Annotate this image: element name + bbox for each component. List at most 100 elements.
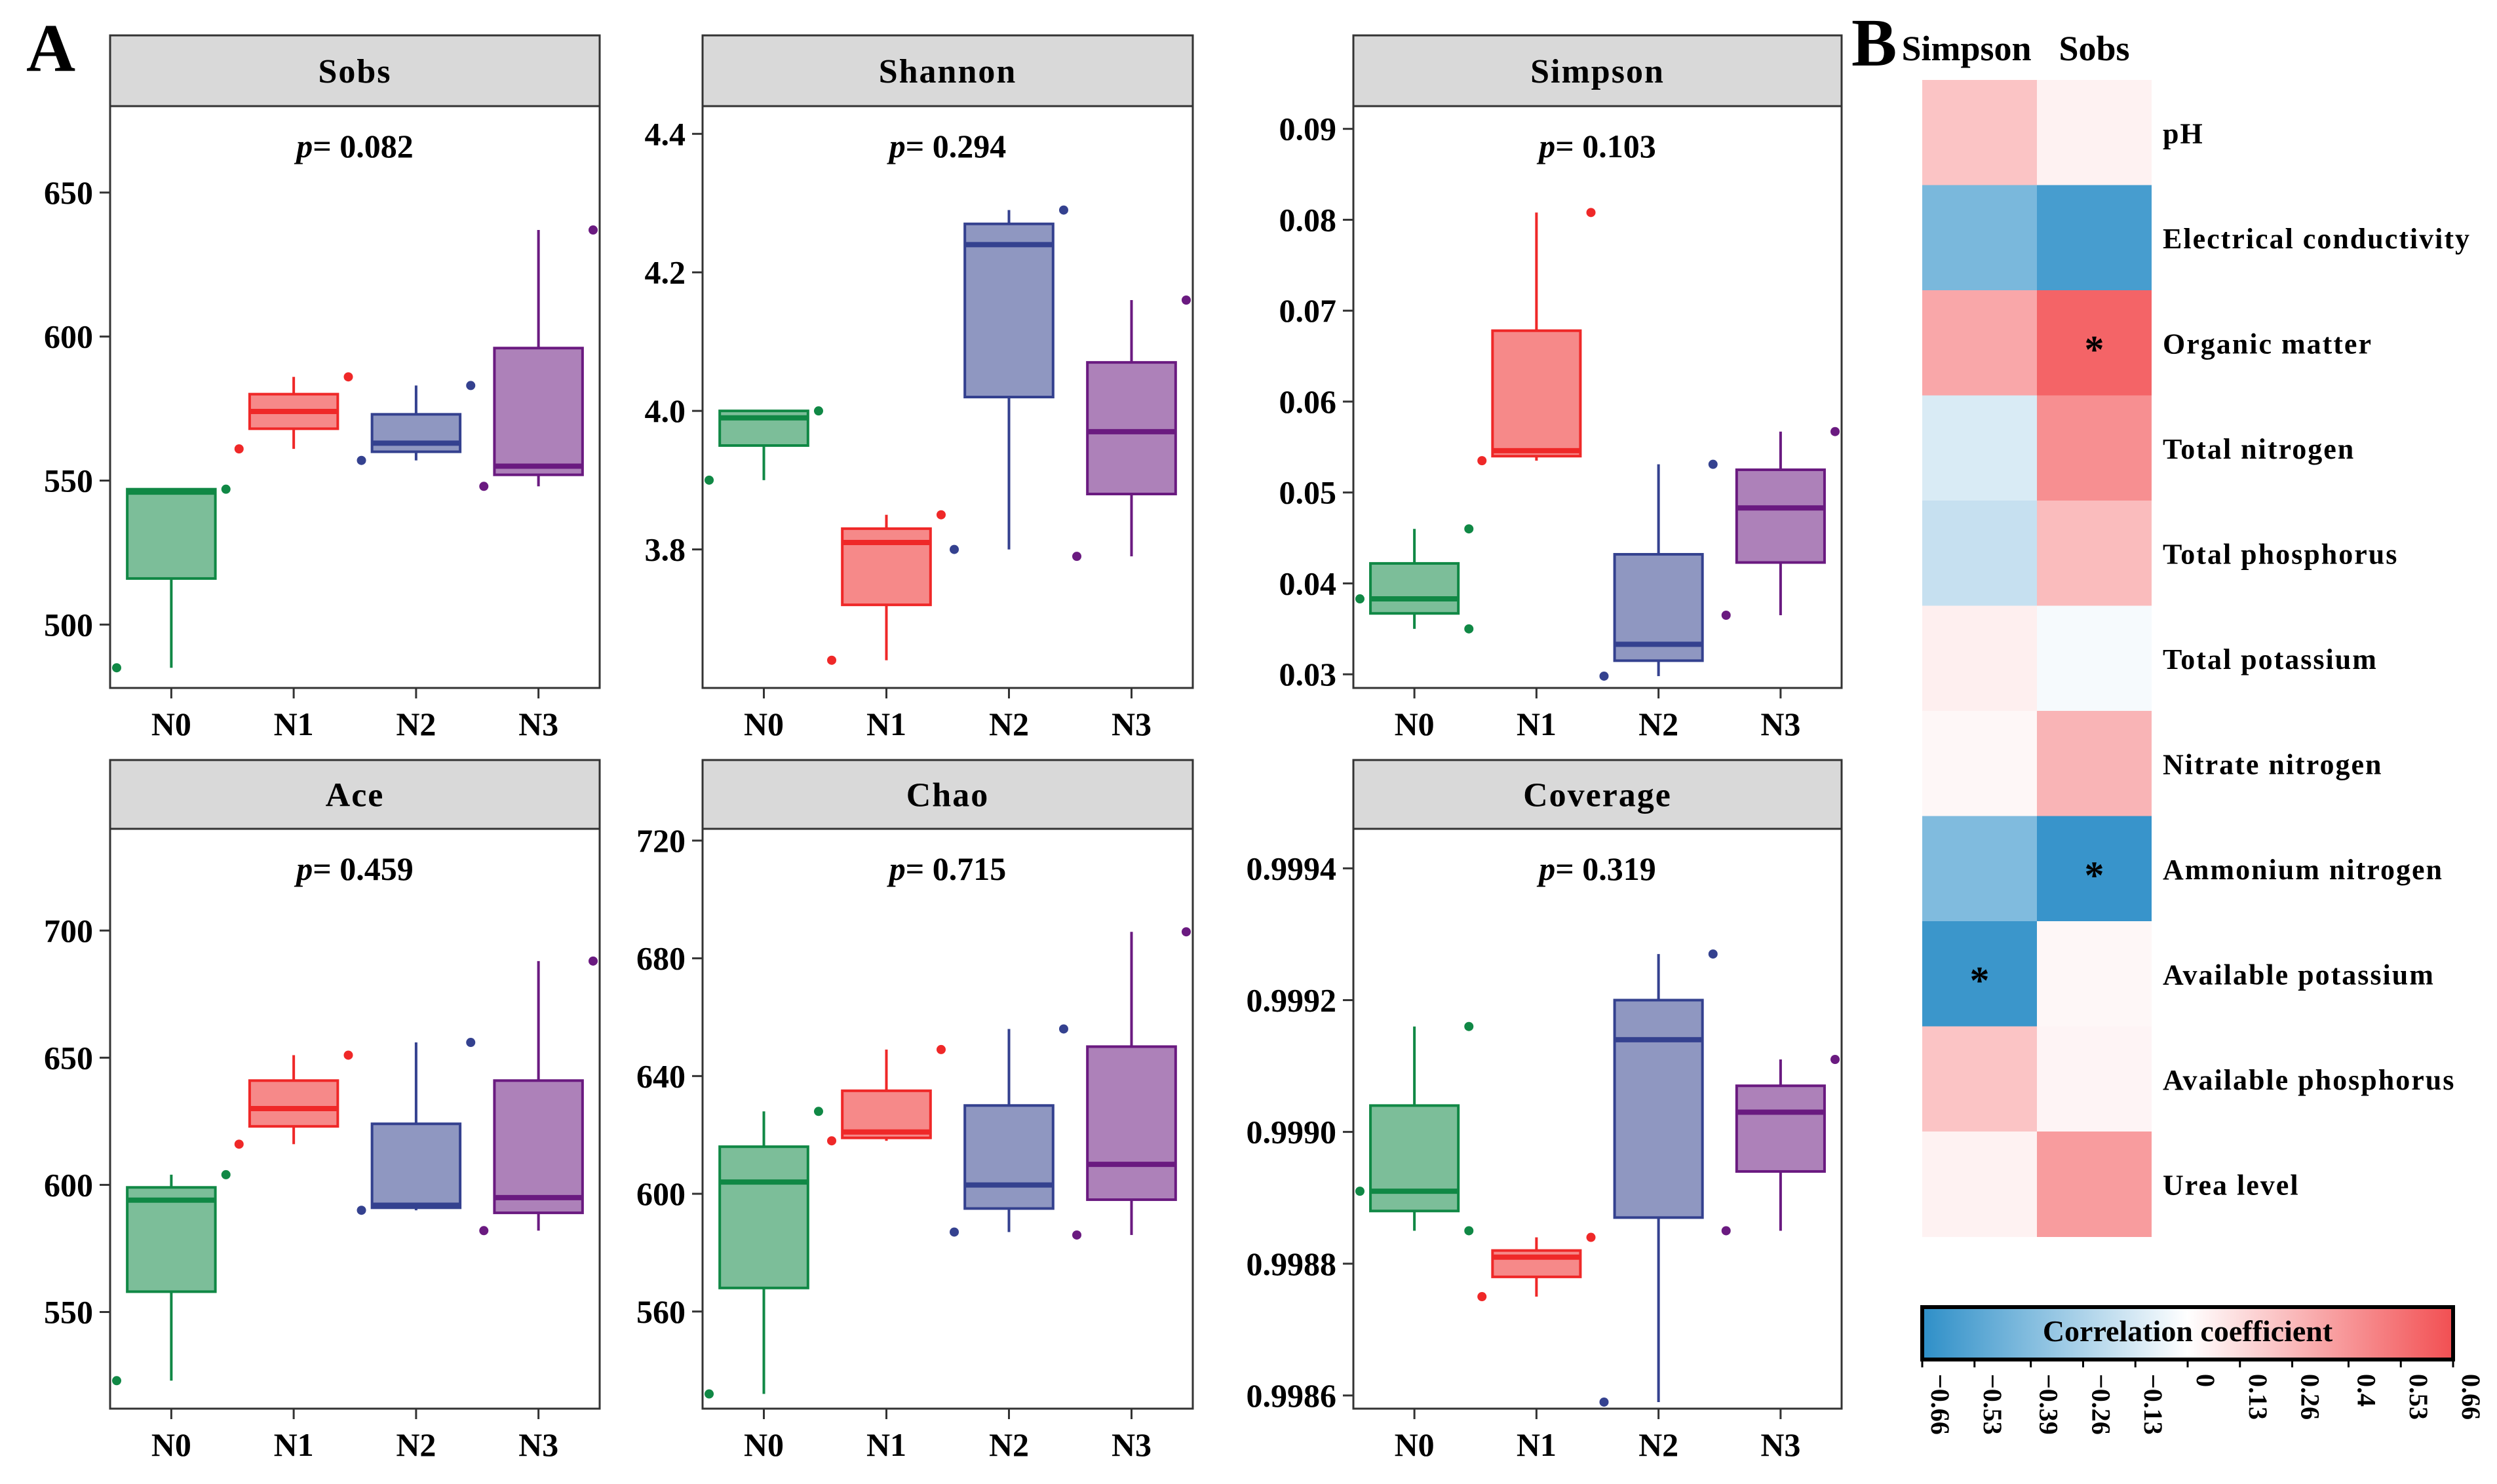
sample-point [112,663,122,673]
heatmap-row-label: Total nitrogen [2163,433,2355,465]
heatmap-cell [1922,921,2037,1027]
box-N3 [479,956,598,1236]
panel-b-label: B [1851,5,1897,81]
p-value: = 0.459 [313,850,414,887]
heatmap-column-label: Simpson [1901,29,2031,68]
sample-point [1599,1397,1609,1407]
heatmap-row-label: pH [2163,117,2204,149]
heatmap-row-label: Available phosphorus [2163,1064,2455,1096]
x-tick-label: N2 [1638,706,1678,742]
colorbar-tick-label: 0.13 [2243,1374,2273,1420]
sample-point [950,544,959,554]
y-tick-label: 0.07 [1279,292,1337,329]
box-iqr [370,413,462,453]
sample-point [1599,671,1609,681]
heatmap-cell [2037,501,2152,606]
sample-point [1708,459,1718,469]
box-N0 [112,484,231,673]
box-N0 [705,406,823,485]
panel-a-label: A [26,10,75,86]
y-tick-label: 0.09 [1279,111,1337,147]
sample-point [1464,1226,1474,1236]
box-N2 [357,1038,476,1215]
box-iqr [126,487,217,580]
p-symbol: p [1536,850,1555,887]
box-N1 [1477,1232,1596,1302]
significance-star: * [2085,854,2104,897]
sample-point [234,1139,244,1149]
heatmap-cell [2037,290,2152,396]
sample-point [1477,1292,1487,1302]
x-tick-label: N0 [151,1426,191,1463]
x-tick-label: N1 [866,706,906,742]
significance-star: * [1970,959,1990,1002]
heatmap-cell [2037,711,2152,816]
strip-header [701,34,1194,107]
box-iqr [370,1122,462,1209]
x-tick-label: N2 [989,1426,1029,1463]
heatmap-cell [1922,501,2037,606]
colorbar-tick-label: −0.13 [2139,1374,2168,1435]
p-value-label: p= 0.103 [1536,128,1656,164]
box-iqr [1735,1084,1826,1173]
boxplot-panel-shannon: Shannon p= 0.294 3.8 4.0 4.2 4.4 N0 N1 N2 N3 [645,34,1194,742]
heatmap-row-label: Total phosphorus [2163,538,2398,570]
sample-point [1355,1187,1365,1196]
y-tick-label: 650 [44,1039,93,1076]
sample-point [357,1206,366,1215]
p-value-label: p= 0.715 [887,850,1007,887]
heatmap-cell [1922,605,2037,712]
y-tick-label: 650 [44,174,93,211]
sample-point [936,510,946,520]
heatmap-row-label: Electrical conductivity [2163,223,2471,255]
strip-header [109,759,601,830]
heatmap-row-label: Available potassium [2163,959,2435,991]
sample-point [588,956,598,966]
strip-header [1352,34,1843,107]
colorbar-tick-label: −0.39 [2034,1374,2064,1435]
sample-point [112,1376,122,1386]
x-tick-label: N2 [396,1426,436,1463]
sample-point [1072,1230,1082,1240]
sample-point [479,1226,489,1236]
box-N2 [950,1024,1068,1237]
heatmap-cell [1922,395,2037,501]
box-N2 [1599,459,1718,681]
box-iqr [963,1104,1055,1210]
box-N0 [705,1107,823,1399]
x-tick-label: N1 [1517,1426,1557,1463]
p-value: = 0.103 [1555,128,1656,164]
y-tick-label: 500 [44,606,93,643]
sample-point [827,655,837,665]
strip-title: Simpson [1530,53,1665,90]
boxplot-panel-simpson: Simpson p= 0.103 0.03 0.04 0.05 0.06 0.07 0.08 0… [1279,34,1843,742]
box-iqr [1086,361,1177,496]
y-tick-label: 640 [636,1057,686,1094]
sample-point [705,1389,714,1399]
p-value: = 0.294 [906,128,1007,164]
y-tick-label: 3.8 [645,531,686,568]
y-tick-label: 600 [44,1166,93,1203]
heatmap-row-label: Urea level [2163,1169,2300,1201]
box-N2 [357,381,476,465]
heatmap-cell [2037,395,2152,501]
p-symbol: p [294,850,313,887]
heatmap-cell [1922,1026,2037,1132]
sample-point [1721,1226,1731,1236]
y-tick-label: 0.08 [1279,201,1337,238]
sample-point [1058,205,1068,215]
correlation-heatmap: Simpson Sobs pH Electrical conductivity * Org… [1901,29,2486,1435]
sample-point [234,444,244,454]
box-iqr [718,1145,809,1289]
colorbar-tick-label: 0.66 [2456,1374,2486,1420]
y-tick-label: 4.2 [645,254,686,291]
box-N2 [950,205,1068,554]
sample-point [950,1227,959,1237]
heatmap-row-label: Ammonium nitrogen [2163,854,2443,886]
heatmap-row-label: Total potassium [2163,643,2378,675]
box-iqr [1086,1045,1177,1202]
heatmap-row-label: Nitrate nitrogen [2163,748,2382,780]
strip-title: Shannon [879,53,1017,90]
sample-point [1355,594,1365,604]
